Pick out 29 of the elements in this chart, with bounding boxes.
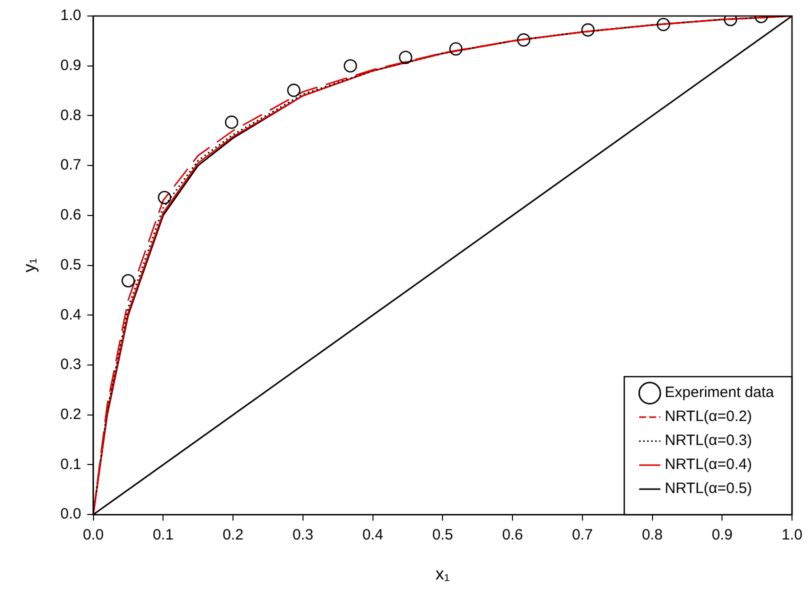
- y-tick-label: 1.0: [60, 7, 82, 24]
- x-tick-label: 0.1: [152, 526, 174, 544]
- x-tick-label: 0.8: [642, 526, 663, 544]
- x-tick-label: 1.0: [782, 526, 802, 544]
- y-tick-label: 0.2: [60, 406, 82, 424]
- legend-label: NRTL(α=0.5): [664, 480, 752, 498]
- legend-label: NRTL(α=0.4): [664, 456, 752, 474]
- x-tick-label: 0.6: [502, 526, 523, 544]
- x-axis-title: x₁: [436, 564, 450, 584]
- y-tick-label: 0.1: [60, 456, 82, 473]
- y-tick-label: 0.3: [60, 356, 82, 374]
- legend-label: NRTL(α=0.2): [664, 408, 752, 426]
- y-tick-label: 0.7: [60, 156, 82, 174]
- x-tick-label: 0.9: [712, 526, 733, 544]
- y-tick-label: 0.9: [60, 57, 82, 74]
- x-tick-label: 0.2: [222, 526, 244, 544]
- x-tick-label: 0.3: [292, 526, 314, 544]
- y-tick-label: 0.8: [60, 106, 82, 124]
- x-tick-label: 0.4: [362, 526, 384, 544]
- y-tick-label: 0.6: [60, 206, 82, 224]
- x-tick-label: 0.7: [572, 526, 593, 544]
- x-tick-label: 0.5: [432, 526, 454, 544]
- y-tick-label: 0.0: [60, 506, 82, 523]
- y-tick-label: 0.5: [60, 256, 82, 274]
- y-axis-title: y₁: [20, 258, 39, 272]
- legend-label: Experiment data: [664, 384, 775, 402]
- x-tick-label: 0.0: [82, 526, 104, 544]
- y-tick-label: 0.4: [60, 306, 82, 324]
- legend-label: NRTL(α=0.3): [664, 432, 752, 450]
